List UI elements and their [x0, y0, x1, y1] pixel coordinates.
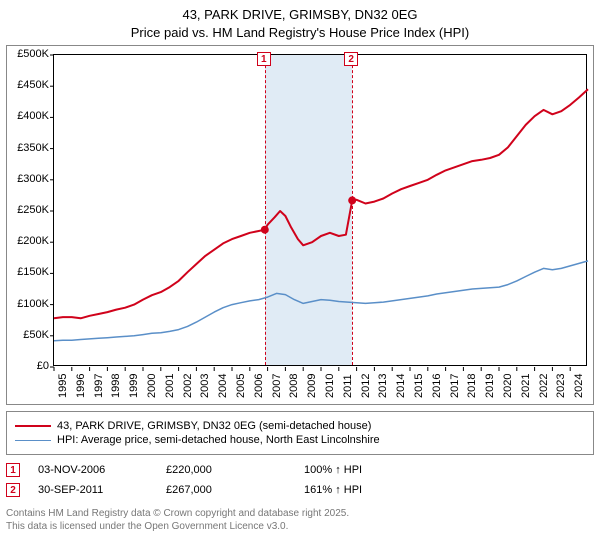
- legend-row: 43, PARK DRIVE, GRIMSBY, DN32 0EG (semi-…: [15, 420, 585, 432]
- footer-line-2: This data is licensed under the Open Gov…: [6, 520, 594, 533]
- y-tick-label: £500K: [5, 48, 49, 60]
- x-tick-label: 2004: [217, 374, 229, 398]
- footer-attribution: Contains HM Land Registry data © Crown c…: [6, 507, 594, 533]
- chart-title: 43, PARK DRIVE, GRIMSBY, DN32 0EG Price …: [6, 6, 594, 41]
- y-tick-label: £350K: [5, 142, 49, 154]
- sale-point-1: [261, 226, 269, 234]
- x-tick-label: 2000: [146, 374, 158, 398]
- x-tick-label: 1998: [110, 374, 122, 398]
- sale-point-2: [348, 196, 356, 204]
- transaction-row: 2 30-SEP-2011 £267,000 161% ↑ HPI: [6, 483, 594, 497]
- series-svg: [54, 55, 588, 367]
- x-tick-label: 2002: [182, 374, 194, 398]
- legend: 43, PARK DRIVE, GRIMSBY, DN32 0EG (semi-…: [6, 411, 594, 455]
- x-tick-label: 2022: [538, 374, 550, 398]
- x-tick-label: 2001: [164, 374, 176, 398]
- x-tick-label: 2024: [573, 374, 585, 398]
- title-line-2: Price paid vs. HM Land Registry's House …: [6, 24, 594, 42]
- plot-area: [53, 54, 587, 366]
- x-tick-label: 2010: [324, 374, 336, 398]
- x-tick-label: 2021: [520, 374, 532, 398]
- transactions-table: 1 03-NOV-2006 £220,000 100% ↑ HPI 2 30-SEP-20…: [6, 463, 594, 497]
- x-tick-label: 1996: [75, 374, 87, 398]
- footer-line-1: Contains HM Land Registry data © Crown c…: [6, 507, 594, 520]
- y-tick-label: £450K: [5, 79, 49, 91]
- y-tick-label: £200K: [5, 235, 49, 247]
- x-tick-label: 2019: [484, 374, 496, 398]
- y-tick-label: £150K: [5, 266, 49, 278]
- x-tick-label: 2013: [377, 374, 389, 398]
- y-tick-label: £300K: [5, 173, 49, 185]
- x-tick-label: 2015: [413, 374, 425, 398]
- x-tick-label: 2016: [431, 374, 443, 398]
- x-tick-label: 2018: [466, 374, 478, 398]
- legend-label: 43, PARK DRIVE, GRIMSBY, DN32 0EG (semi-…: [57, 420, 371, 432]
- legend-swatch: [15, 440, 51, 441]
- x-tick-label: 2007: [271, 374, 283, 398]
- x-tick-label: 2008: [288, 374, 300, 398]
- transaction-price: £220,000: [166, 464, 286, 476]
- y-tick-label: £0: [5, 360, 49, 372]
- transaction-row: 1 03-NOV-2006 £220,000 100% ↑ HPI: [6, 463, 594, 477]
- transaction-date: 30-SEP-2011: [38, 484, 148, 496]
- x-tick-label: 2006: [253, 374, 265, 398]
- legend-swatch: [15, 425, 51, 427]
- x-tick-label: 1995: [57, 374, 69, 398]
- legend-label: HPI: Average price, semi-detached house,…: [57, 434, 380, 446]
- y-tick-label: £50K: [5, 329, 49, 341]
- marker-box-1: 1: [257, 52, 271, 66]
- series-line-1: [54, 261, 588, 341]
- y-tick-label: £100K: [5, 298, 49, 310]
- transaction-date: 03-NOV-2006: [38, 464, 148, 476]
- x-tick-label: 1999: [128, 374, 140, 398]
- title-line-1: 43, PARK DRIVE, GRIMSBY, DN32 0EG: [6, 6, 594, 24]
- x-tick-label: 2020: [502, 374, 514, 398]
- y-tick-label: £400K: [5, 110, 49, 122]
- x-tick-label: 2012: [360, 374, 372, 398]
- x-tick-label: 2023: [555, 374, 567, 398]
- x-tick-label: 2005: [235, 374, 247, 398]
- x-tick-label: 2009: [306, 374, 318, 398]
- legend-row: HPI: Average price, semi-detached house,…: [15, 434, 585, 446]
- transaction-pct: 100% ↑ HPI: [304, 464, 464, 476]
- x-tick-label: 1997: [93, 374, 105, 398]
- transaction-marker: 1: [6, 463, 20, 477]
- transaction-pct: 161% ↑ HPI: [304, 484, 464, 496]
- x-tick-label: 2014: [395, 374, 407, 398]
- chart-frame: 1 2 £0 £50K £100K £150K £200K £250K £300K £350K £4…: [6, 45, 594, 405]
- x-tick-label: 2011: [342, 374, 354, 398]
- marker-box-2: 2: [344, 52, 358, 66]
- x-tick-label: 2017: [449, 374, 461, 398]
- transaction-marker: 2: [6, 483, 20, 497]
- transaction-price: £267,000: [166, 484, 286, 496]
- x-tick-label: 2003: [199, 374, 211, 398]
- y-tick-label: £250K: [5, 204, 49, 216]
